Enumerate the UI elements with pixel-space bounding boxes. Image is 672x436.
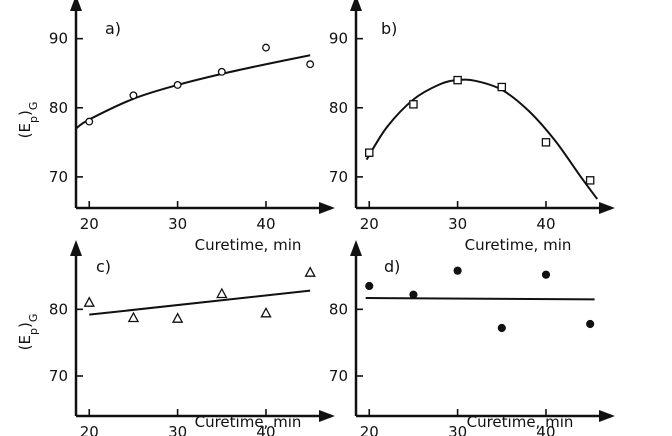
x-tick-label: 20: [360, 423, 379, 436]
x-tick-label: 40: [536, 423, 555, 436]
data-point: [85, 117, 94, 126]
x-tick-label: 40: [256, 215, 275, 233]
data-point: [453, 75, 462, 85]
y-axis-arrowhead: [350, 240, 362, 256]
x-axis-title: Curetime, min: [195, 236, 302, 254]
data-point: [365, 281, 374, 291]
x-tick-label: 30: [168, 423, 187, 436]
y-tick-label: 70: [49, 367, 68, 385]
panel-d: 20 30 40 70 80 Curetime, min d): [329, 240, 615, 436]
data-point: [306, 60, 315, 69]
data-point: [83, 296, 95, 307]
data-point: [262, 43, 270, 52]
y-tick-label: 90: [329, 30, 348, 48]
y-tick-label: 80: [329, 300, 348, 318]
x-tick-label: 20: [360, 215, 379, 233]
fit-curve: [365, 78, 599, 200]
y-tick-label: 80: [49, 99, 68, 117]
data-point: [586, 319, 595, 329]
data-point: [304, 266, 316, 277]
x-axis-title: Curetime, min: [195, 413, 302, 431]
panel-b: 20 30 40 70 80 90 Curetime, min b): [329, 0, 615, 254]
data-point: [453, 266, 462, 275]
y-axis-arrowhead: [70, 0, 82, 11]
y-axis-title: (Ep)G: [16, 314, 40, 351]
data-point: [171, 312, 184, 323]
y-axis-arrowhead: [70, 240, 82, 256]
x-axis-title: Curetime, min: [467, 413, 574, 431]
x-tick-label: 40: [536, 215, 555, 233]
fit-curve: [365, 297, 595, 301]
data-point: [541, 138, 551, 147]
fit-curve: [89, 289, 311, 316]
fit-curve: [75, 54, 311, 130]
y-axis-title: (Ep)G: [16, 102, 40, 139]
data-point: [409, 100, 418, 109]
x-axis-title: Curetime, min: [465, 236, 572, 254]
x-axis-arrowhead: [599, 410, 615, 422]
panel-a: 20 30 40 70 80 90 Curetime, min (Ep)G a): [16, 0, 335, 254]
x-tick-label: 30: [448, 423, 467, 436]
data-point: [173, 81, 182, 89]
data-point: [127, 311, 140, 323]
data-point: [129, 91, 138, 100]
panel-label: a): [105, 19, 121, 38]
y-tick-label: 90: [49, 30, 68, 48]
panel-label: b): [381, 19, 397, 38]
y-tick-label: 80: [329, 99, 348, 117]
panel-c: 20 30 40 70 80 Curetime, min (Ep)G c): [16, 240, 335, 436]
data-point: [217, 67, 226, 76]
y-tick-label: 70: [329, 367, 348, 385]
x-tick-label: 30: [168, 215, 187, 233]
data-point: [497, 323, 506, 333]
panel-label: c): [96, 257, 111, 276]
y-tick-label: 80: [49, 300, 68, 318]
data-point: [365, 148, 374, 157]
data-point: [216, 287, 228, 299]
y-tick-label: 70: [329, 168, 348, 186]
data-point: [260, 306, 272, 318]
data-point: [541, 270, 551, 279]
x-tick-label: 40: [256, 423, 275, 436]
y-tick-label: 70: [49, 168, 68, 186]
panel-label: d): [384, 257, 400, 276]
x-tick-label: 20: [80, 423, 99, 436]
x-axis-arrowhead: [319, 410, 335, 422]
data-point: [497, 82, 507, 92]
data-point: [585, 176, 595, 185]
x-tick-label: 30: [448, 215, 467, 233]
x-axis-arrowhead: [319, 202, 335, 214]
x-axis-arrowhead: [599, 202, 615, 214]
data-point: [409, 290, 418, 299]
x-tick-label: 20: [80, 215, 99, 233]
y-axis-arrowhead: [350, 0, 362, 11]
